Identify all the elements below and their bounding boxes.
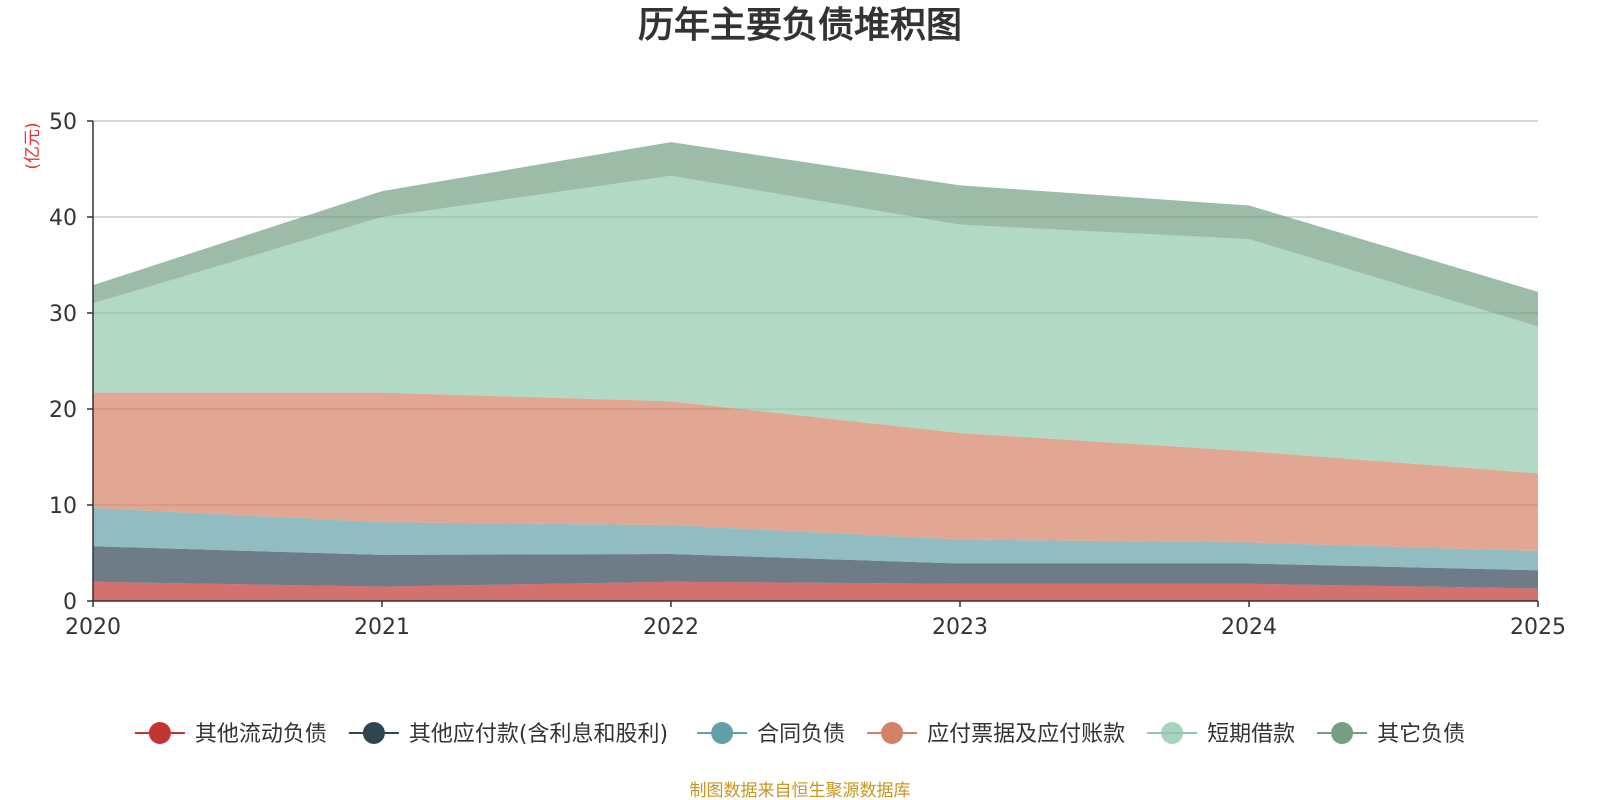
- series-area-0: [93, 581, 1538, 601]
- x-tick-label: 2021: [354, 615, 410, 640]
- legend-circle-icon: [1161, 722, 1184, 744]
- legend-circle-icon: [362, 722, 385, 744]
- y-tick-label: 0: [63, 590, 77, 615]
- x-tick-label: 2020: [65, 615, 121, 640]
- x-tick-label: 2023: [932, 615, 988, 640]
- y-tick-label: 20: [49, 398, 77, 423]
- legend-label: 其他应付款(含利息和股利): [409, 722, 668, 747]
- legend-label: 其他流动负债: [195, 722, 327, 747]
- legend-item-2: 合同负债: [697, 722, 845, 747]
- source-note: 制图数据来自恒生聚源数据库: [690, 781, 911, 800]
- y-tick-label: 10: [49, 494, 77, 519]
- legend-label: 短期借款: [1207, 722, 1295, 747]
- axes: 0 10 20 30 40 50 2020 2021 2022 2023 2024 2025: [49, 110, 1566, 640]
- series-area-1: [93, 546, 1538, 589]
- legend-label: 合同负债: [757, 722, 845, 747]
- y-tick-label: 30: [49, 302, 77, 327]
- y-axis-unit-label: (亿元): [23, 122, 43, 169]
- series-area-3: [93, 392, 1538, 552]
- x-tick-label: 2024: [1221, 615, 1277, 640]
- legend-circle-icon: [881, 722, 904, 744]
- x-tick-label: 2025: [1510, 615, 1566, 640]
- legend-circle-icon: [1331, 722, 1354, 744]
- series-areas: [93, 142, 1538, 601]
- legend-item-1: 其他应付款(含利息和股利): [348, 722, 668, 747]
- legend: 其他流动负债 其他应付款(含利息和股利) 合同负债 应付票据及应付账款 短期借款 其它负债: [134, 722, 1465, 747]
- legend-label: 应付票据及应付账款: [927, 722, 1125, 747]
- chart-title: 历年主要负债堆积图: [638, 5, 962, 46]
- legend-item-4: 短期借款: [1147, 722, 1295, 747]
- legend-item-0: 其他流动负债: [134, 722, 327, 747]
- legend-circle-icon: [711, 722, 734, 744]
- series-area-4: [93, 175, 1538, 474]
- series-area-5: [93, 142, 1538, 327]
- x-tick-label: 2022: [643, 615, 699, 640]
- legend-circle-icon: [148, 722, 171, 744]
- y-tick-label: 40: [49, 206, 77, 231]
- legend-label: 其它负债: [1377, 722, 1465, 747]
- y-tick-label: 50: [49, 110, 77, 135]
- series-area-2: [93, 507, 1538, 571]
- legend-item-3: 应付票据及应付账款: [867, 722, 1125, 747]
- legend-item-5: 其它负债: [1317, 722, 1465, 747]
